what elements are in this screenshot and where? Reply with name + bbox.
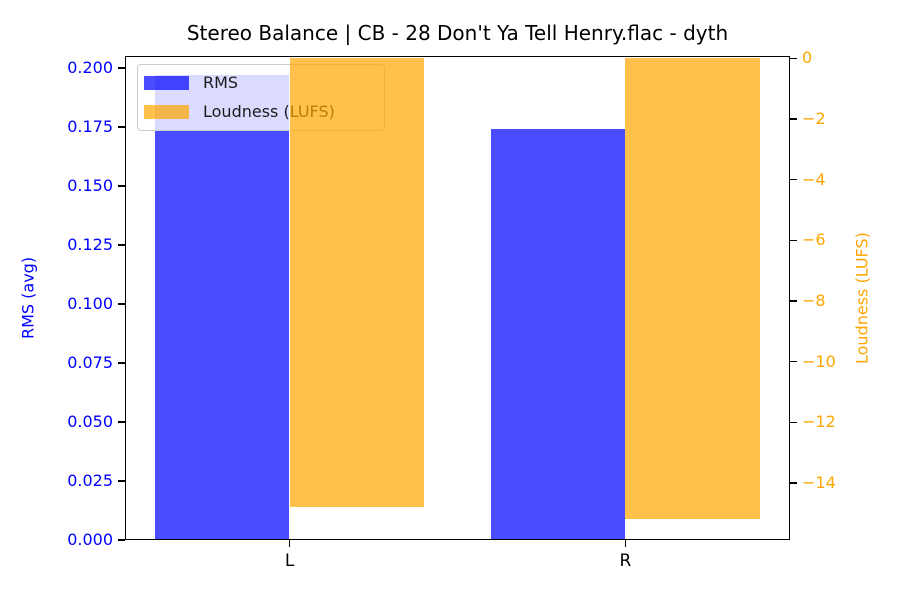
left-tick-mark: [118, 303, 125, 305]
left-tick-label: 0.100: [67, 294, 113, 314]
right-tick-mark: [790, 118, 797, 120]
x-tick-mark: [624, 540, 627, 547]
x-tick-mark: [288, 540, 291, 547]
right-tick-mark: [790, 239, 797, 242]
left-tick-mark: [118, 421, 125, 423]
left-tick-label: 0.075: [67, 353, 113, 372]
right-tick-mark: [790, 360, 797, 363]
left-tick-mark: [118, 67, 125, 69]
left-tick-label: 0.150: [67, 176, 113, 196]
right-tick-mark: [790, 179, 797, 181]
plot-area: [125, 56, 790, 540]
left-tick-label: 0.175: [67, 117, 113, 137]
left-tick-mark: [118, 362, 125, 364]
chart-title: Stereo Balance | CB - 28 Don't Ya Tell H…: [186, 21, 729, 45]
left-tick-mark: [118, 480, 125, 482]
left-tick-label: 0.000: [67, 530, 113, 549]
left-tick-label: 0.050: [67, 412, 113, 431]
left-axis-label: RMS (avg): [18, 256, 38, 340]
right-axis-label: Loudness (LUFS): [852, 232, 872, 364]
right-tick-mark: [790, 482, 797, 484]
left-tick-mark: [118, 539, 125, 541]
left-tick-label: 0.025: [67, 471, 113, 490]
right-tick-mark: [790, 300, 797, 302]
left-tick-mark: [118, 185, 125, 187]
right-tick-mark: [790, 57, 797, 60]
left-tick-mark: [118, 126, 125, 128]
right-tick-mark: [790, 421, 797, 424]
x-tick-label: L: [284, 551, 295, 571]
left-tick-label: 0.125: [67, 235, 113, 255]
x-tick-label: R: [619, 551, 632, 571]
left-tick-label: 0.200: [67, 58, 113, 78]
left-tick-mark: [118, 244, 125, 246]
